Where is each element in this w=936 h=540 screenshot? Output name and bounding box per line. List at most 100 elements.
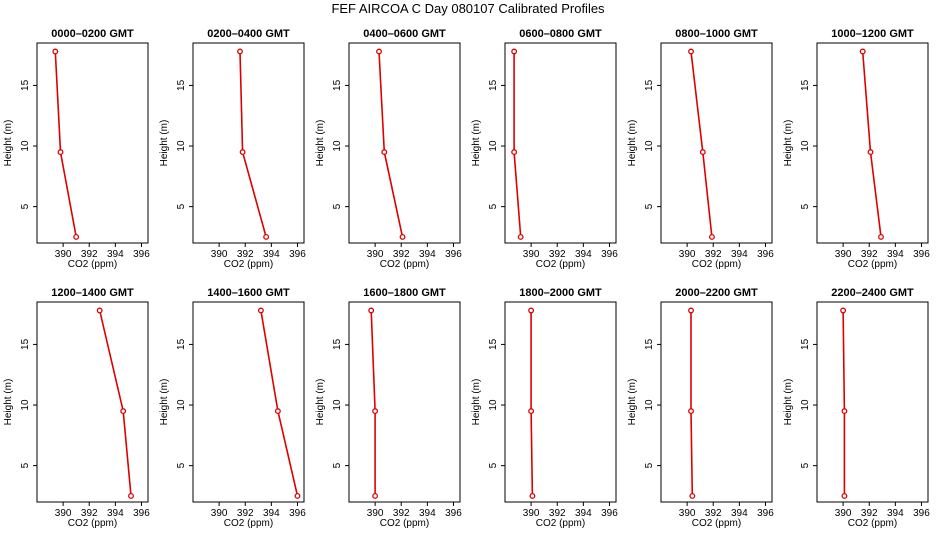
panel: 1000–1200 GMT 390 392 394 396 CO2 (ppm) 5 10 15 H… xyxy=(783,28,930,270)
panel: 0800–1000 GMT 390 392 394 396 CO2 (ppm) 5 10 15 H… xyxy=(627,28,774,270)
panel: 1800–2000 GMT 390 392 394 396 CO2 (ppm) 5 10 15 H… xyxy=(471,287,618,529)
profile-point xyxy=(528,408,535,415)
plot-frame xyxy=(192,301,305,503)
profile-point xyxy=(128,492,134,499)
profile-point xyxy=(688,408,694,415)
profile-point xyxy=(120,408,127,415)
y-axis-label: Height (m) xyxy=(783,120,794,167)
x-tick-label: 396 xyxy=(289,508,306,519)
profile-point xyxy=(237,48,243,55)
x-tick-label: 392 xyxy=(861,508,878,519)
panel: 0600–0800 GMT 390 392 394 396 CO2 (ppm) 5 10 15 H… xyxy=(471,28,618,270)
y-tick-label: 15 xyxy=(800,338,811,350)
y-tick-label: 5 xyxy=(176,462,187,468)
x-tick-label: 390 xyxy=(55,249,72,260)
panel-title: 0400–0600 GMT xyxy=(363,28,446,40)
y-tick-label: 10 xyxy=(488,140,499,152)
y-axis-label: Height (m) xyxy=(315,379,326,426)
profile-point xyxy=(528,307,535,314)
y-tick-label: 5 xyxy=(488,462,499,468)
y-tick-label: 10 xyxy=(20,399,31,411)
x-tick-label: 390 xyxy=(679,508,696,519)
y-axis-label: Height (m) xyxy=(159,120,170,167)
plot-frame xyxy=(660,42,773,244)
x-tick-label: 392 xyxy=(549,508,566,519)
y-tick-label: 15 xyxy=(488,79,499,91)
x-axis-label: CO2 (ppm) xyxy=(692,259,741,270)
profile-line xyxy=(530,310,534,496)
profile-point xyxy=(841,492,848,499)
y-tick-label: 15 xyxy=(332,338,343,350)
panel: 0400–0600 GMT 390 392 394 396 CO2 (ppm) 5 10 15 H… xyxy=(315,28,462,270)
x-tick-label: 394 xyxy=(575,249,592,260)
plot-frame xyxy=(660,301,773,503)
plot-frame xyxy=(816,42,929,244)
y-tick-label: 5 xyxy=(20,203,31,209)
profile-point xyxy=(511,48,518,55)
x-tick-label: 390 xyxy=(835,508,852,519)
x-tick-label: 392 xyxy=(393,508,410,519)
x-tick-label: 396 xyxy=(913,249,930,260)
profile-point xyxy=(294,492,301,499)
panel: 1400–1600 GMT 390 392 394 396 CO2 (ppm) 5 10 15 H… xyxy=(159,287,306,529)
panel-title: 0200–0400 GMT xyxy=(207,28,290,40)
x-axis-label: CO2 (ppm) xyxy=(848,518,897,529)
x-tick-label: 392 xyxy=(81,249,98,260)
y-tick-label: 5 xyxy=(332,462,343,468)
y-tick-label: 10 xyxy=(488,399,499,411)
y-tick-label: 10 xyxy=(332,140,343,152)
panel: 1200–1400 GMT 390 392 394 396 CO2 (ppm) 5 10 15 H… xyxy=(3,287,150,529)
x-axis-label: CO2 (ppm) xyxy=(68,259,117,270)
x-axis-label: CO2 (ppm) xyxy=(692,518,741,529)
profile-line xyxy=(378,51,404,238)
panel-title: 0000–0200 GMT xyxy=(51,28,134,40)
plot-frame xyxy=(192,42,305,244)
y-tick-label: 5 xyxy=(20,462,31,468)
y-axis-label: Height (m) xyxy=(3,379,14,426)
x-tick-label: 390 xyxy=(367,249,384,260)
panel-title: 2000–2200 GMT xyxy=(675,287,758,299)
x-tick-label: 394 xyxy=(107,249,124,260)
profile-point xyxy=(688,307,694,314)
profile-line xyxy=(513,51,522,237)
panel: 2000–2200 GMT 390 392 394 396 CO2 (ppm) 5 10 15 H… xyxy=(627,287,774,529)
y-tick-label: 15 xyxy=(176,79,187,91)
panel-grid: 0000–0200 GMT 390 392 394 396 CO2 (ppm) 5 10 15 H… xyxy=(3,28,930,529)
profile-line xyxy=(239,51,267,238)
x-tick-label: 394 xyxy=(419,249,436,260)
plot-frame xyxy=(36,301,149,503)
profile-point xyxy=(57,149,64,156)
profile-point xyxy=(399,233,406,240)
profile-point xyxy=(239,149,246,156)
x-tick-label: 392 xyxy=(81,508,98,519)
profile-point xyxy=(517,233,524,240)
x-tick-label: 394 xyxy=(887,249,904,260)
profile-point xyxy=(257,307,264,314)
y-tick-label: 10 xyxy=(644,140,655,152)
y-tick-label: 5 xyxy=(800,462,811,468)
x-tick-label: 394 xyxy=(263,249,280,260)
panel-title: 1600–1800 GMT xyxy=(363,287,446,299)
profile-point xyxy=(708,233,715,240)
x-tick-label: 390 xyxy=(523,249,540,260)
profile-point xyxy=(372,492,379,499)
x-tick-label: 392 xyxy=(237,508,254,519)
x-tick-label: 394 xyxy=(731,249,748,260)
y-axis-label: Height (m) xyxy=(159,379,170,426)
profile-line xyxy=(98,310,132,496)
profile-line xyxy=(54,51,77,238)
y-tick-label: 5 xyxy=(800,203,811,209)
figure-title: FEF AIRCOA C Day 080107 Calibrated Profi… xyxy=(331,1,605,16)
y-axis-label: Height (m) xyxy=(783,379,794,426)
x-tick-label: 396 xyxy=(913,508,930,519)
profile-line xyxy=(690,310,694,496)
y-tick-label: 10 xyxy=(176,140,187,152)
x-axis-label: CO2 (ppm) xyxy=(536,259,585,270)
x-tick-label: 396 xyxy=(757,249,774,260)
profile-point xyxy=(841,408,848,415)
x-tick-label: 390 xyxy=(523,508,540,519)
y-tick-label: 15 xyxy=(176,338,187,350)
x-tick-label: 390 xyxy=(835,249,852,260)
plot-frame xyxy=(348,301,461,503)
